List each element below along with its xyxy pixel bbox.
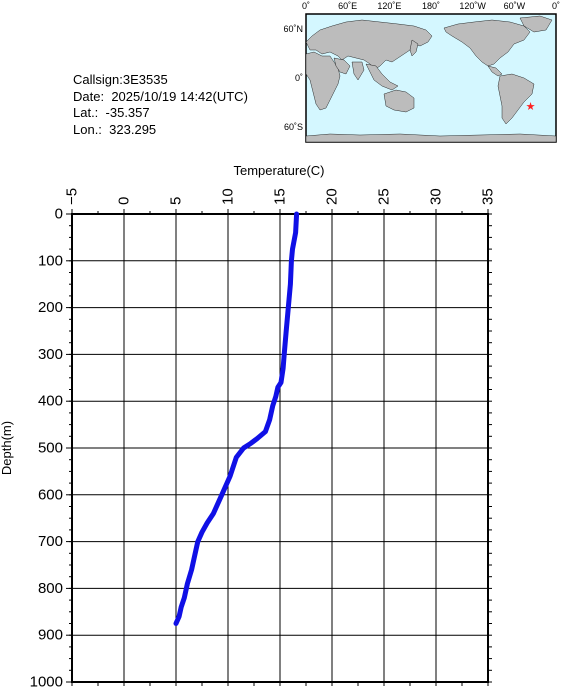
- map-lat-label: 60˚S: [284, 122, 303, 132]
- map-lon-label: 120˚W: [459, 1, 486, 11]
- callsign-label: Callsign:: [73, 72, 123, 87]
- y-axis-title: Depth(m): [0, 421, 14, 475]
- y-tick-label: 600: [38, 486, 63, 503]
- map-lon-label: 0˚: [302, 1, 310, 11]
- x-tick-label: 10: [220, 188, 237, 205]
- x-tick-label: 35: [480, 188, 497, 205]
- y-tick-label: 1000: [30, 674, 63, 690]
- callsign-line: Callsign:3E3535: [73, 72, 248, 89]
- lat-line: Lat.: -35.357: [73, 105, 248, 122]
- y-tick-labels: 0 100 200 300 400 500 600 700 800 900 1000: [30, 206, 63, 690]
- callsign-value: 3E3535: [122, 72, 168, 87]
- land-africa: [305, 51, 341, 111]
- date-label: Date:: [73, 88, 105, 104]
- y-tick-label: 400: [38, 393, 63, 410]
- land-north-america: [443, 19, 531, 67]
- lat-value: -35.357: [105, 105, 150, 120]
- station-marker: ★: [526, 101, 536, 113]
- y-tick-label: 0: [55, 206, 63, 223]
- plot-frame: [71, 213, 489, 683]
- y-tick-label: 200: [38, 299, 63, 316]
- land-central-america: [487, 65, 503, 77]
- map-lon-label: 60˚E: [338, 1, 357, 11]
- y-tick-label: 100: [38, 252, 63, 269]
- land-japan: [409, 39, 419, 57]
- land-se-asia: [365, 63, 399, 91]
- station-info: Callsign:3E3535 Date: 2025/10/19 14:42(U…: [73, 72, 248, 138]
- x-tick-label: 25: [376, 188, 393, 205]
- x-tick-label: 30: [428, 188, 445, 205]
- lon-line: Lon.: 323.295: [73, 122, 248, 139]
- x-tick-label: −5: [64, 188, 81, 205]
- land-arabia: [333, 57, 351, 75]
- y-tick-label: 800: [38, 580, 63, 597]
- date-value: 2025/10/19 14:42(UTC): [111, 88, 248, 104]
- y-tick-label: 500: [38, 440, 63, 457]
- world-map: 0˚ 60˚E 120˚E 180˚ 120˚W 60˚W 0˚ 60˚N 0˚ 60˚S ★: [283, 1, 560, 143]
- land-antarctica: [305, 133, 557, 143]
- land-india: [351, 61, 365, 81]
- land-europe-asia: [305, 19, 433, 71]
- x-tick-labels: −5 0 5 10 15 20 25 30 35: [64, 188, 497, 205]
- temperature-profile-line: [173, 211, 300, 626]
- x-tick-label: 0: [116, 197, 133, 205]
- map-lon-label: 180˚: [422, 1, 440, 11]
- y-tick-label: 900: [38, 627, 63, 644]
- map-lon-label: 0˚: [552, 1, 560, 11]
- date-line: Date: 2025/10/19 14:42(UTC): [73, 89, 248, 106]
- land-greenland: [519, 15, 553, 33]
- y-tick-label: 300: [38, 346, 63, 363]
- chart-grid: [66, 209, 489, 683]
- land-south-america: [497, 73, 535, 125]
- map-landmasses: [305, 15, 557, 143]
- land-australia: [383, 89, 415, 113]
- y-tick-label: 700: [38, 533, 63, 550]
- x-tick-label: 15: [272, 188, 289, 205]
- map-lon-label: 120˚E: [377, 1, 401, 11]
- x-tick-label: 20: [324, 188, 341, 205]
- map-lon-label: 60˚W: [504, 1, 526, 11]
- x-axis-title: Temperature(C): [233, 163, 324, 178]
- lat-label: Lat.:: [73, 105, 99, 120]
- x-tick-label: 5: [168, 197, 185, 205]
- map-lat-label: 0˚: [295, 73, 303, 83]
- lon-value: 323.295: [109, 121, 157, 137]
- lon-label: Lon.:: [73, 121, 102, 137]
- map-lat-label: 60˚N: [283, 24, 303, 34]
